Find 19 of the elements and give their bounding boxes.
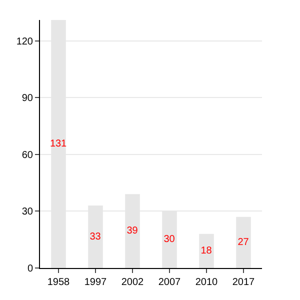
data-label: 27 bbox=[238, 236, 250, 248]
y-tick-label: 120 bbox=[16, 36, 34, 48]
bar bbox=[236, 216, 251, 268]
x-tick-label: 2010 bbox=[195, 277, 218, 288]
y-tick-label: 30 bbox=[22, 206, 34, 218]
data-label: 18 bbox=[200, 245, 212, 256]
y-tick-label: 0 bbox=[27, 264, 34, 274]
y-tick-label: 60 bbox=[22, 150, 34, 161]
x-tick-label: 1997 bbox=[84, 277, 108, 288]
x-tick-label: 2017 bbox=[232, 277, 256, 288]
x-tick-label: 2007 bbox=[158, 277, 182, 288]
x-tick-label: 2002 bbox=[121, 277, 144, 288]
data-label: 30 bbox=[164, 234, 176, 246]
data-label: 131 bbox=[50, 138, 68, 150]
y-tick-label: 90 bbox=[22, 93, 34, 104]
data-label: 39 bbox=[126, 226, 138, 237]
data-label: 33 bbox=[90, 231, 102, 242]
bar bbox=[199, 234, 214, 268]
x-tick-label: 1958 bbox=[47, 277, 70, 288]
